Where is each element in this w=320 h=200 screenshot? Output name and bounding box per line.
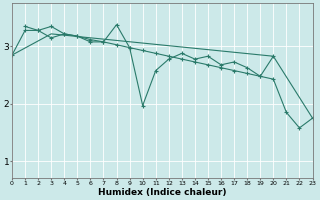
X-axis label: Humidex (Indice chaleur): Humidex (Indice chaleur): [98, 188, 227, 197]
